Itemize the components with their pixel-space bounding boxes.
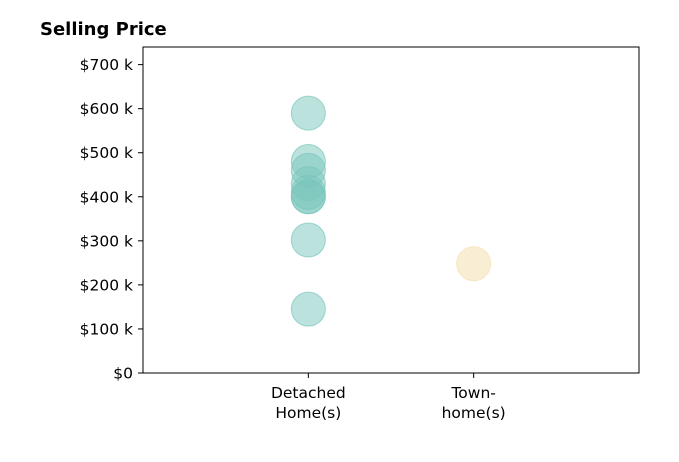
data-points bbox=[290, 95, 492, 327]
x-axis: Detached Home(s) Town-home(s) bbox=[271, 373, 506, 422]
data-point bbox=[290, 179, 326, 215]
x-tick-label: Town- bbox=[450, 384, 495, 402]
y-axis: $0 $100 k $200 k $300 k $400 k $500 k $600 k $7… bbox=[80, 56, 143, 383]
data-point bbox=[290, 95, 326, 131]
y-tick-label: $600 k bbox=[80, 100, 133, 118]
x-tick-label: home(s) bbox=[442, 404, 506, 422]
y-tick-label: $100 k bbox=[80, 320, 133, 338]
chart-title: Selling Price bbox=[40, 19, 167, 40]
data-point bbox=[290, 222, 326, 258]
plot-area-frame bbox=[142, 46, 640, 374]
y-tick-label: $700 k bbox=[80, 56, 133, 74]
y-tick-label: $400 k bbox=[80, 188, 133, 206]
x-tick-label: Detached bbox=[271, 384, 346, 402]
data-point bbox=[456, 246, 492, 282]
x-tick-label: Home(s) bbox=[275, 404, 341, 422]
y-tick-label: $300 k bbox=[80, 232, 133, 250]
y-tick-label: $200 k bbox=[80, 276, 133, 294]
data-point bbox=[290, 291, 326, 327]
y-tick-label: $500 k bbox=[80, 144, 133, 162]
y-tick-label: $0 bbox=[113, 365, 133, 383]
